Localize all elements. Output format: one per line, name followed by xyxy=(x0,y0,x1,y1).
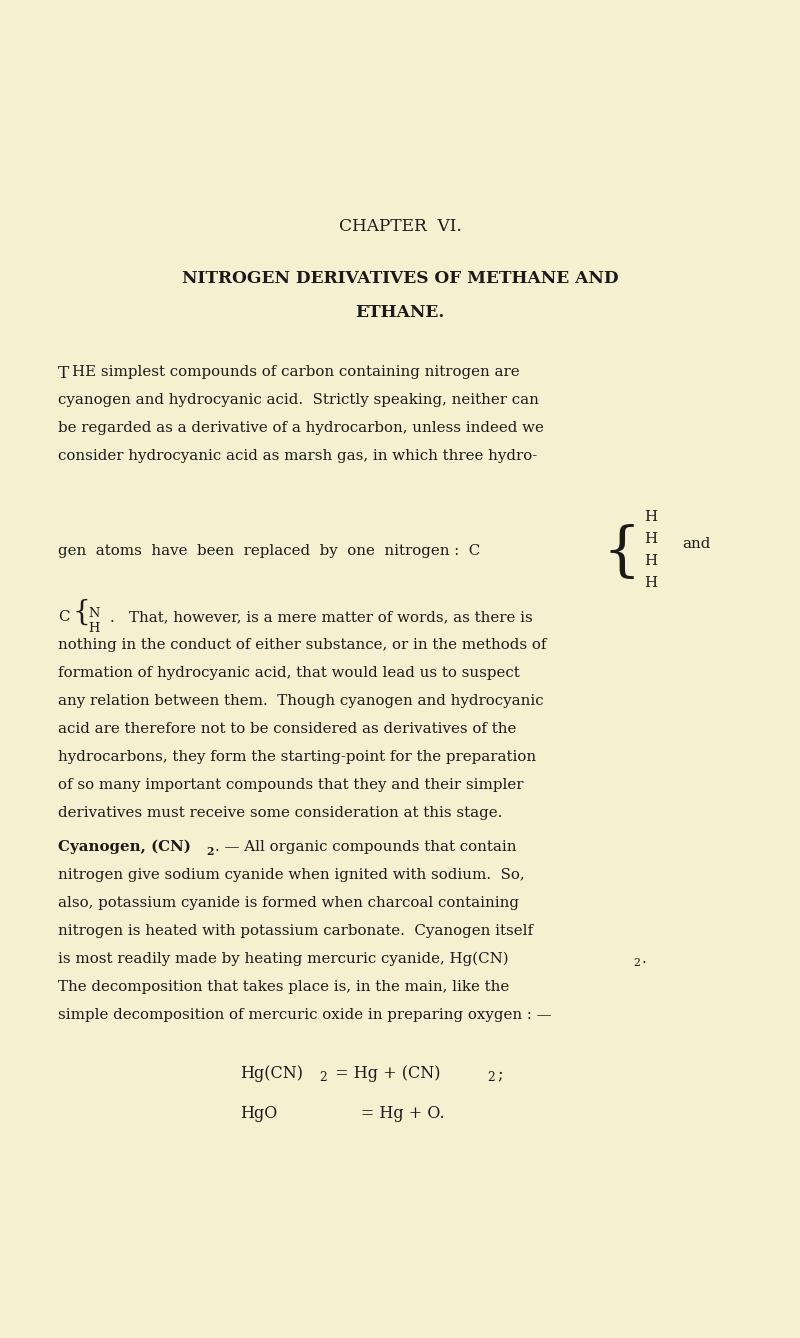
Text: = Hg + O.: = Hg + O. xyxy=(330,1105,445,1123)
Text: ;: ; xyxy=(497,1065,502,1082)
Text: of so many important compounds that they and their simpler: of so many important compounds that they… xyxy=(58,777,523,792)
Text: cyanogen and hydrocyanic acid.  Strictly speaking, neither can: cyanogen and hydrocyanic acid. Strictly … xyxy=(58,393,539,407)
Text: be regarded as a derivative of a hydrocarbon, unless indeed we: be regarded as a derivative of a hydroca… xyxy=(58,421,544,435)
Text: any relation between them.  Though cyanogen and hydrocyanic: any relation between them. Though cyanog… xyxy=(58,694,544,708)
Text: is most readily made by heating mercuric cyanide, Hg(CN): is most readily made by heating mercuric… xyxy=(58,953,509,966)
Text: H: H xyxy=(644,575,657,590)
Text: H: H xyxy=(644,510,657,524)
Text: . — All organic compounds that contain: . — All organic compounds that contain xyxy=(215,840,517,854)
Text: formation of hydrocyanic acid, that would lead us to suspect: formation of hydrocyanic acid, that woul… xyxy=(58,666,520,680)
Text: H: H xyxy=(644,554,657,569)
Text: = Hg + (CN): = Hg + (CN) xyxy=(330,1065,441,1082)
Text: acid are therefore not to be considered as derivatives of the: acid are therefore not to be considered … xyxy=(58,723,516,736)
Text: Cyanogen, (CN): Cyanogen, (CN) xyxy=(58,840,191,855)
Text: 2: 2 xyxy=(633,958,640,967)
Text: consider hydrocyanic acid as marsh gas, in which three hydro-: consider hydrocyanic acid as marsh gas, … xyxy=(58,450,538,463)
Text: hydrocarbons, they form the starting-point for the preparation: hydrocarbons, they form the starting-poi… xyxy=(58,751,536,764)
Text: C: C xyxy=(58,610,70,624)
Text: NITROGEN DERIVATIVES OF METHANE AND: NITROGEN DERIVATIVES OF METHANE AND xyxy=(182,270,618,286)
Text: {: { xyxy=(72,598,90,625)
Text: nothing in the conduct of either substance, or in the methods of: nothing in the conduct of either substan… xyxy=(58,638,546,652)
Text: also, potassium cyanide is formed when charcoal containing: also, potassium cyanide is formed when c… xyxy=(58,896,519,910)
Text: nitrogen give sodium cyanide when ignited with sodium.  So,: nitrogen give sodium cyanide when ignite… xyxy=(58,868,525,882)
Text: The decomposition that takes place is, in the main, like the: The decomposition that takes place is, i… xyxy=(58,979,510,994)
Text: HE simplest compounds of carbon containing nitrogen are: HE simplest compounds of carbon containi… xyxy=(72,365,520,379)
Text: .: . xyxy=(642,953,646,966)
Text: ETHANE.: ETHANE. xyxy=(355,304,445,321)
Text: Hg(CN): Hg(CN) xyxy=(240,1065,303,1082)
Text: 2: 2 xyxy=(206,846,214,858)
Text: HgO: HgO xyxy=(240,1105,278,1123)
Text: H: H xyxy=(644,533,657,546)
Text: 2: 2 xyxy=(487,1070,494,1084)
Text: CHAPTER  VI.: CHAPTER VI. xyxy=(338,218,462,235)
Text: simple decomposition of mercuric oxide in preparing oxygen : —: simple decomposition of mercuric oxide i… xyxy=(58,1008,552,1022)
Text: T: T xyxy=(58,365,70,383)
Text: nitrogen is heated with potassium carbonate.  Cyanogen itself: nitrogen is heated with potassium carbon… xyxy=(58,925,533,938)
Text: .   That, however, is a mere matter of words, as there is: . That, however, is a mere matter of wor… xyxy=(110,610,533,624)
Text: H: H xyxy=(88,622,99,636)
Text: 2: 2 xyxy=(319,1070,326,1084)
Text: N: N xyxy=(88,607,99,619)
Text: and: and xyxy=(682,537,710,551)
Text: gen  atoms  have  been  replaced  by  one  nitrogen :  C: gen atoms have been replaced by one nitr… xyxy=(58,545,480,558)
Text: {: { xyxy=(602,523,640,581)
Text: derivatives must receive some consideration at this stage.: derivatives must receive some considerat… xyxy=(58,805,502,820)
